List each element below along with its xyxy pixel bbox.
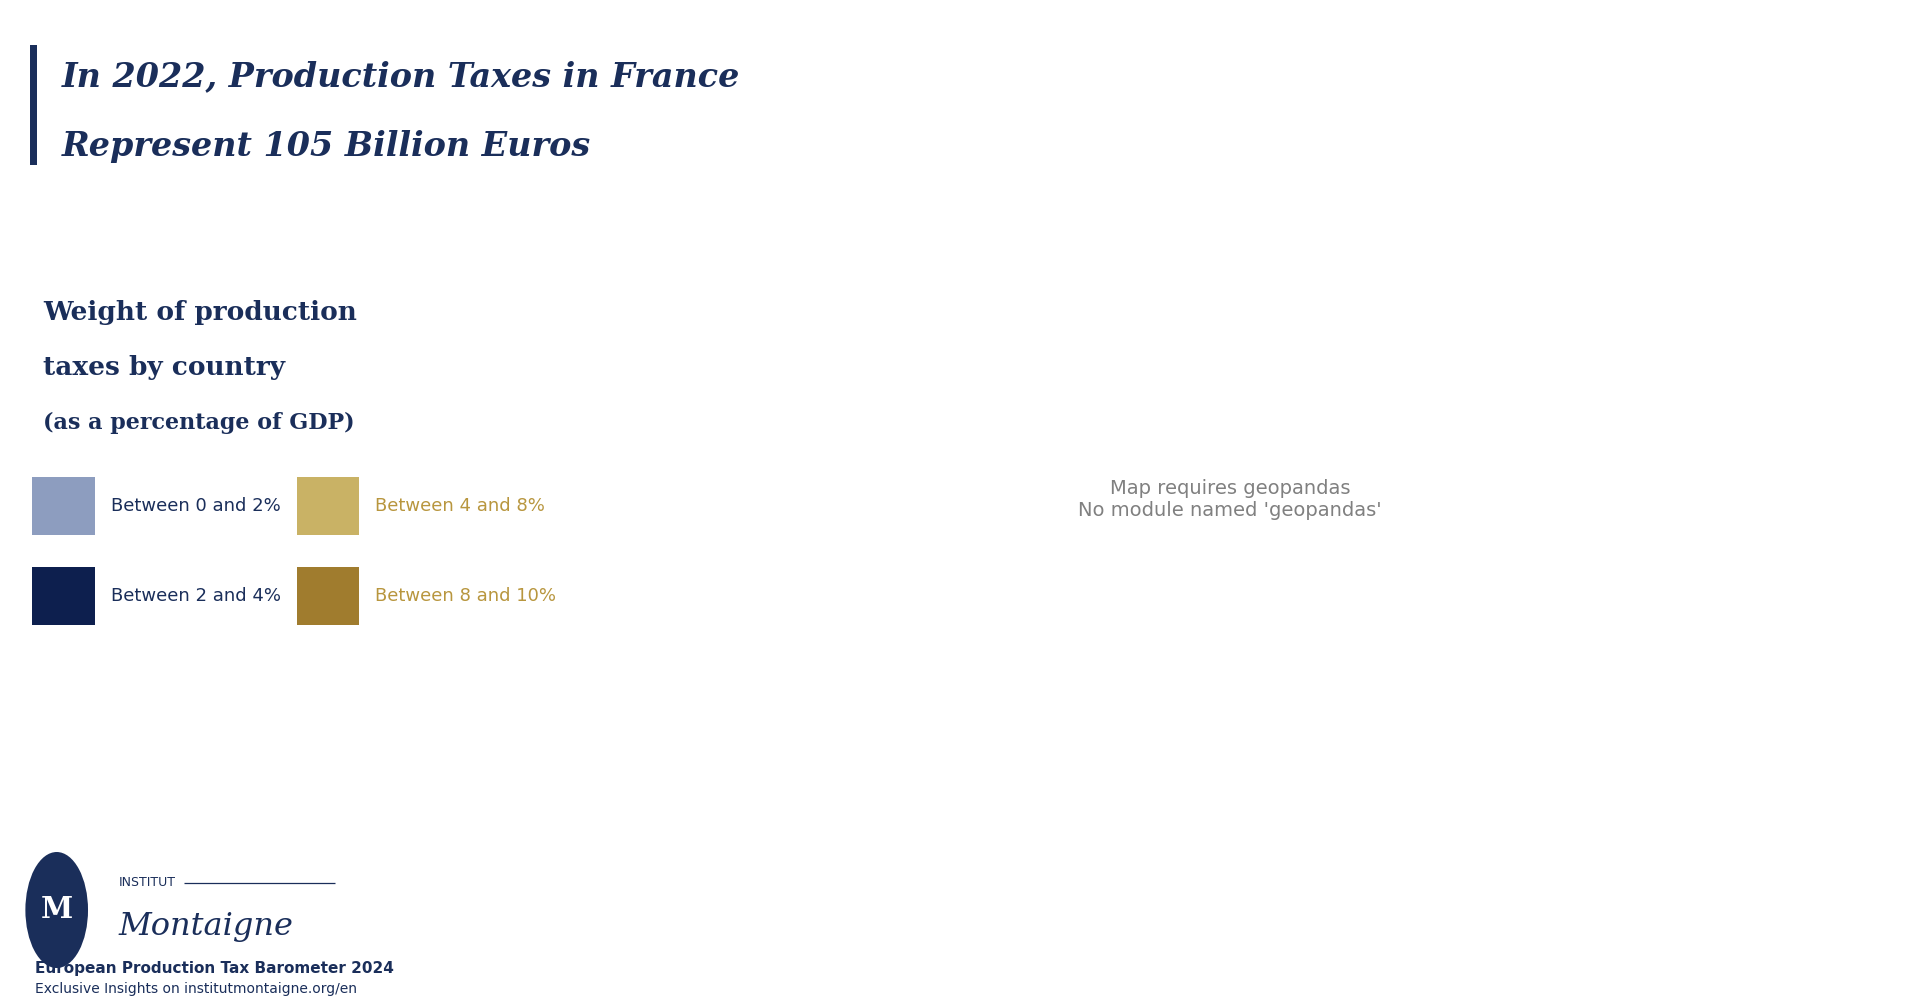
Text: In 2022, Production Taxes in France: In 2022, Production Taxes in France [61, 60, 741, 93]
Text: Weight of production: Weight of production [44, 300, 357, 325]
Bar [298, 567, 359, 625]
Text: European Production Tax Barometer 2024: European Production Tax Barometer 2024 [35, 962, 394, 976]
Text: Map requires geopandas
No module named 'geopandas': Map requires geopandas No module named '… [1079, 480, 1382, 520]
Circle shape [25, 852, 88, 968]
Bar [33, 567, 94, 625]
Bar [298, 477, 359, 535]
Text: taxes by country: taxes by country [44, 355, 286, 380]
Bar [33, 477, 94, 535]
Text: Between 2 and 4%: Between 2 and 4% [111, 587, 280, 605]
Text: (as a percentage of GDP): (as a percentage of GDP) [44, 412, 355, 434]
Text: Between 0 and 2%: Between 0 and 2% [111, 497, 280, 515]
Text: M: M [40, 896, 73, 924]
Text: Represent 105 Billion Euros: Represent 105 Billion Euros [61, 130, 591, 163]
Text: Between 4 and 8%: Between 4 and 8% [374, 497, 545, 515]
Text: INSTITUT: INSTITUT [119, 876, 177, 890]
Text: Exclusive Insights on institutmontaigne.org/en: Exclusive Insights on institutmontaigne.… [35, 982, 357, 996]
Text: Montaigne: Montaigne [119, 912, 294, 942]
Bar [29, 45, 36, 165]
Text: Between 8 and 10%: Between 8 and 10% [374, 587, 557, 605]
